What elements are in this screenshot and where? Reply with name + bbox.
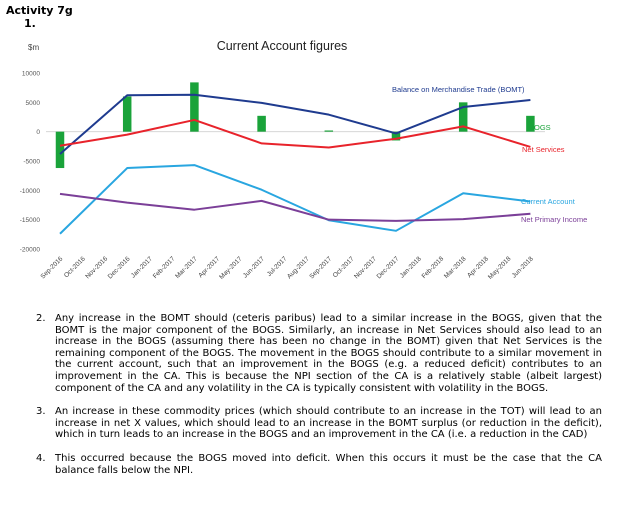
answer-item: 4. This occurred because the BOGS moved … (36, 453, 602, 476)
answers-list: 2. Any increase in the BOMT should (cete… (36, 313, 602, 488)
series-label: Balance on Merchandise Trade (BOMT) (392, 85, 525, 94)
x-tick-label: Dec-2017 (376, 255, 401, 280)
series-label: Current Account (521, 197, 576, 206)
x-tick-label: Mar-2018 (443, 255, 468, 280)
answer-text: Any increase in the BOMT should (ceteris… (55, 313, 602, 394)
series-line (59, 93, 531, 155)
series-label: Net Primary Income (521, 215, 587, 224)
y-tick-label: -15000 (20, 217, 41, 224)
bogs-bar (55, 131, 65, 169)
current-account-chart: Current Account figures $m 10000 5000 0 -5000… (20, 39, 588, 281)
series-label: BOGS (529, 123, 551, 132)
answer-item: 3. An increase in these commodity prices… (36, 406, 602, 441)
x-tick-label: Jul-2017 (266, 255, 289, 278)
x-tick-label: Jun-2018 (511, 255, 535, 279)
chart-title: Current Account figures (217, 39, 348, 53)
bogs-bar (257, 115, 266, 132)
y-tick-label: -10000 (20, 188, 41, 195)
x-tick-label: Dec-2016 (107, 255, 132, 280)
answer-text: An increase in these commodity prices (w… (55, 406, 602, 441)
series-line (59, 164, 531, 235)
bogs-bar (458, 102, 468, 132)
x-tick-label: Jun-2017 (242, 255, 266, 279)
y-tick-label: -5000 (23, 159, 40, 166)
y-tick-label: 5000 (26, 100, 41, 107)
bogs-bar (122, 96, 132, 132)
answer-number: 2. (36, 313, 46, 324)
answer-item: 2. Any increase in the BOMT should (cete… (36, 313, 602, 394)
series-line (59, 192, 531, 222)
series-label: Net Services (522, 145, 565, 154)
bogs-bar (324, 130, 334, 132)
x-tick-label: Aug-2017 (286, 255, 311, 280)
x-tick-label: May-2018 (487, 255, 513, 281)
x-tick-label: May-2017 (218, 255, 244, 281)
question-number: 1. (24, 17, 36, 30)
bogs-bar (526, 115, 535, 132)
bogs-bar (391, 131, 401, 141)
x-tick-label: Sep-2017 (308, 255, 333, 280)
y-tick-label: 0 (36, 129, 40, 136)
x-tick-label: Mar-2017 (174, 255, 199, 280)
activity-heading: Activity 7g (6, 4, 73, 17)
x-tick-label: Jan-2018 (399, 255, 423, 279)
x-tick-label: Nov-2017 (353, 255, 378, 280)
answer-number: 4. (36, 452, 46, 464)
y-axis-unit: $m (28, 43, 39, 52)
answer-text: This occurred because the BOGS moved int… (55, 452, 602, 476)
bogs-bar (190, 82, 199, 132)
x-tick-label: Feb-2018 (421, 255, 446, 280)
x-tick-label: Nov-2016 (84, 255, 109, 280)
x-tick-label: Jan-2017 (130, 255, 154, 279)
y-tick-label: -20000 (20, 247, 41, 254)
answer-number: 3. (36, 406, 46, 418)
y-tick-label: 10000 (22, 71, 40, 78)
x-tick-label: Sep-2016 (40, 255, 65, 280)
x-tick-label: Feb-2017 (152, 255, 177, 280)
series-line (59, 118, 531, 149)
